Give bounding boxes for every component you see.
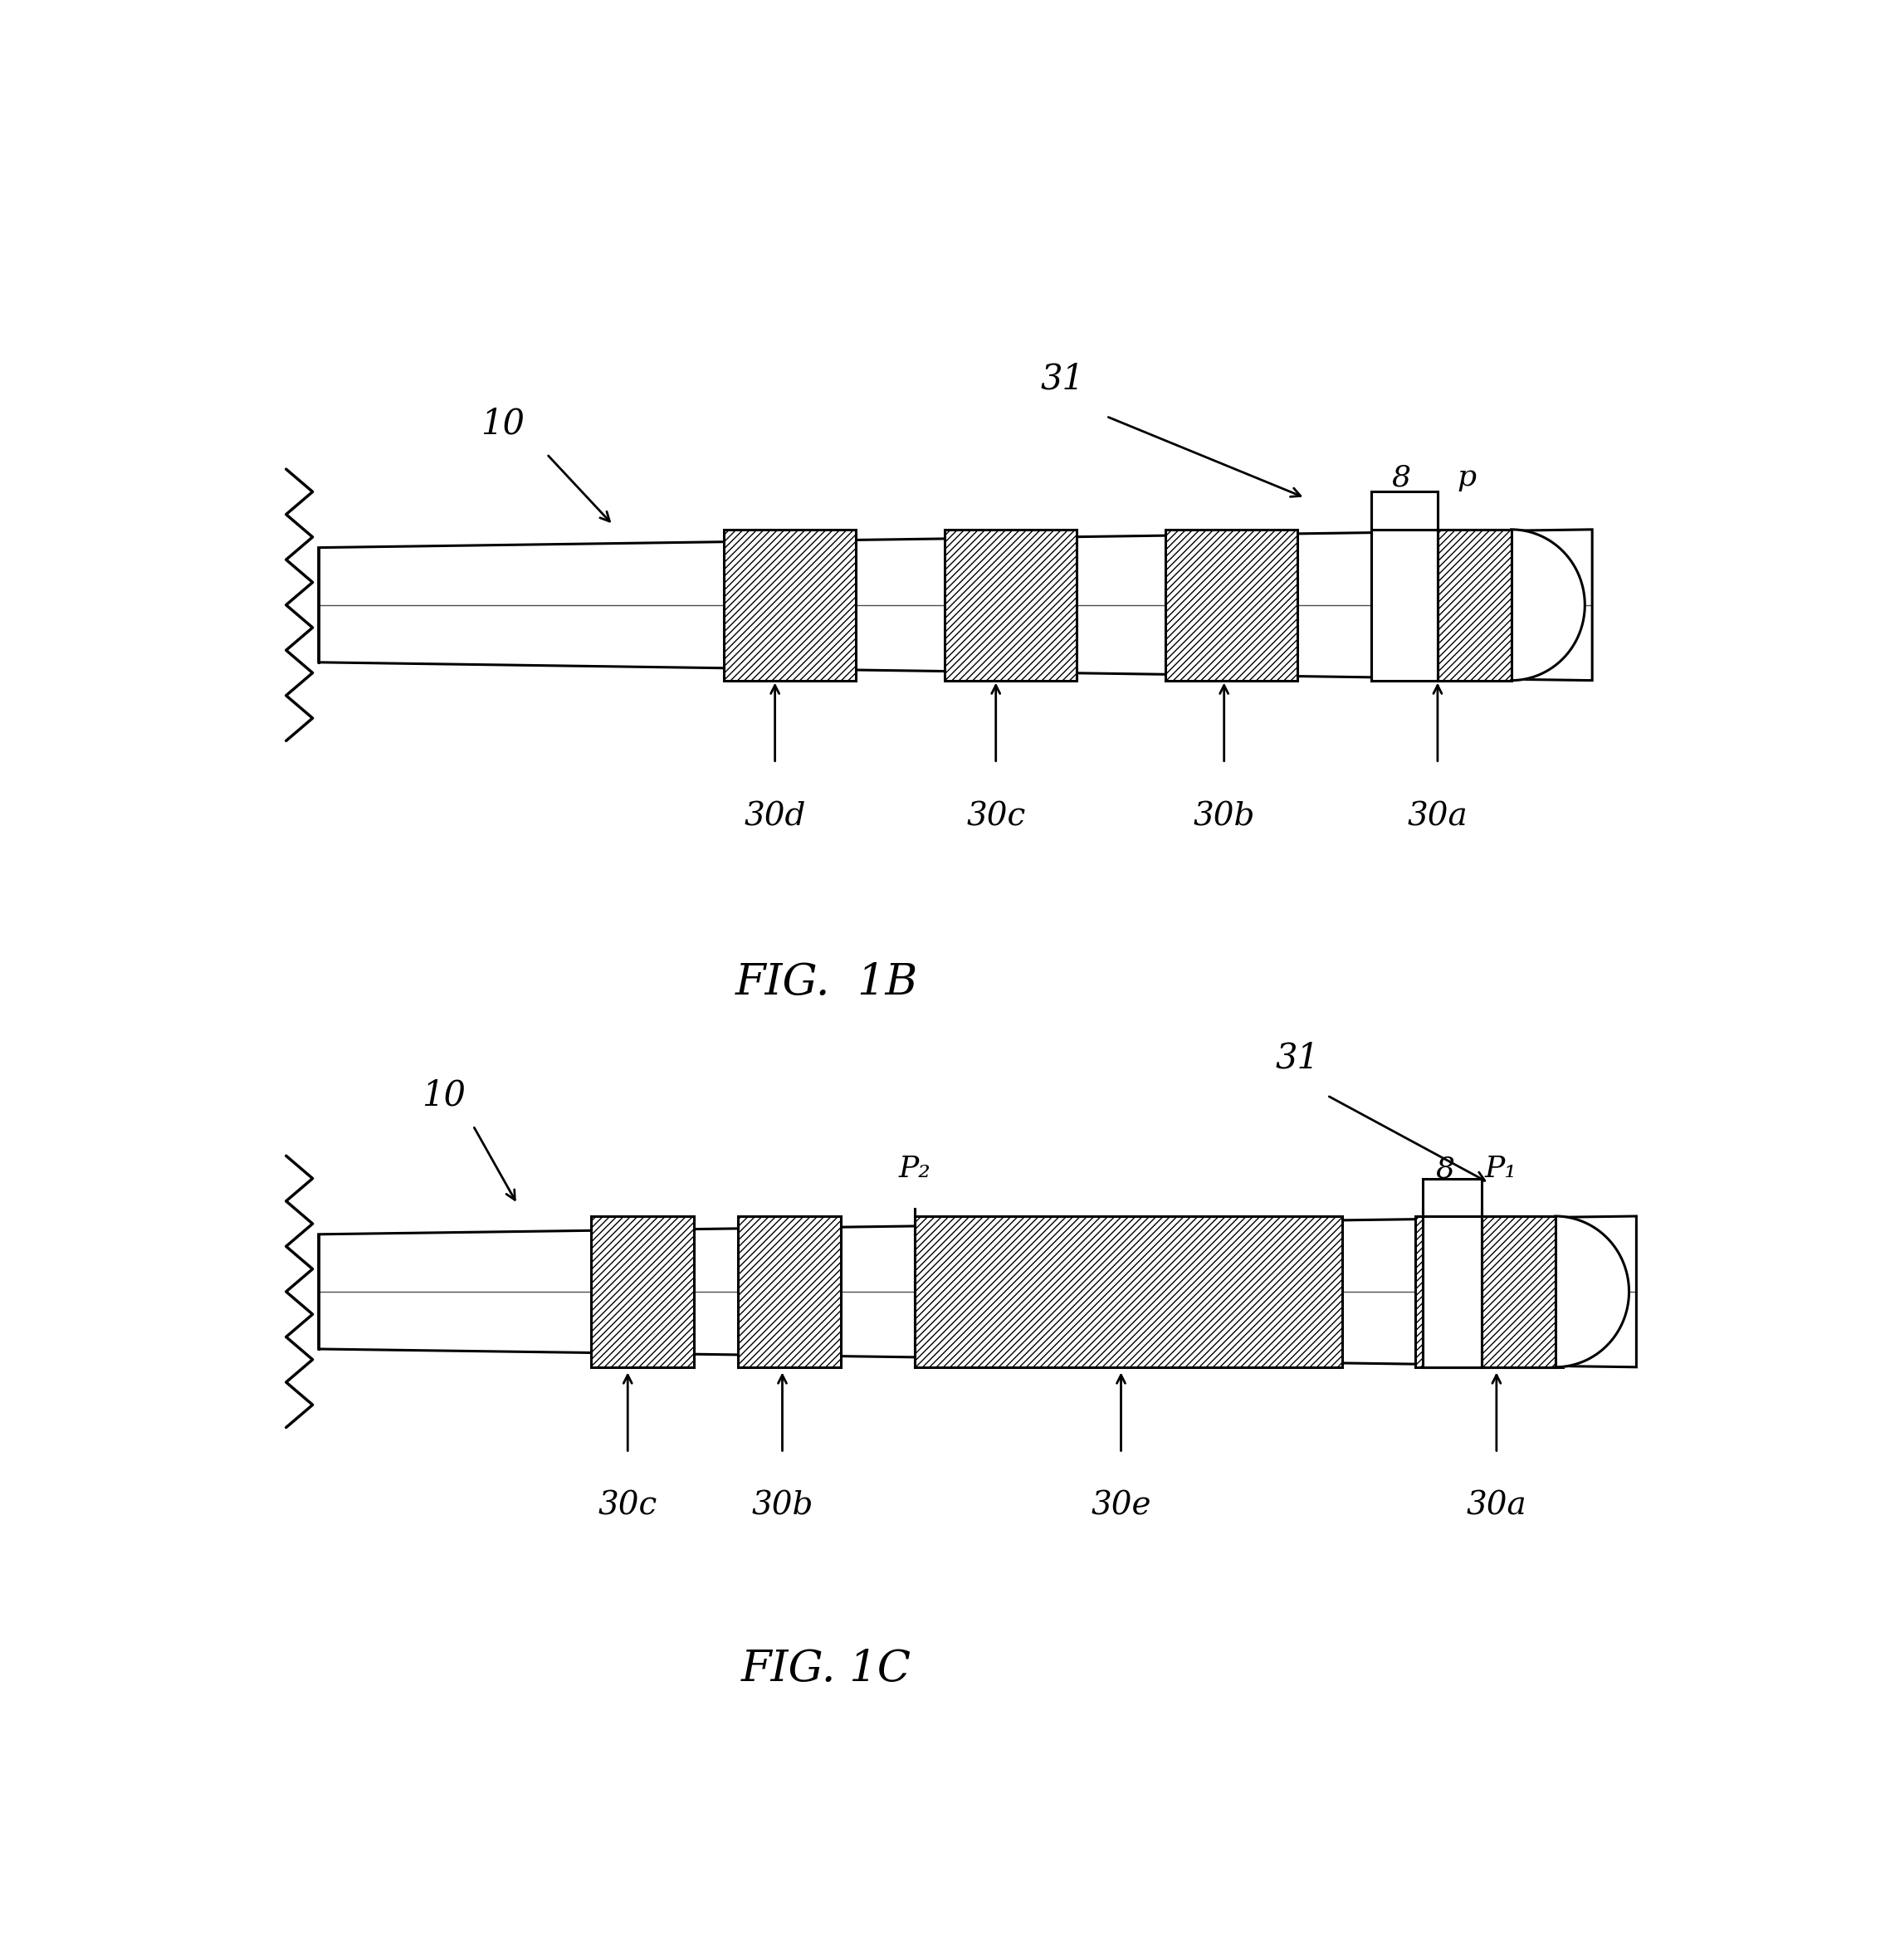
Bar: [1372, 529, 1438, 680]
Bar: [1423, 1178, 1482, 1215]
Text: 31: 31: [1039, 361, 1085, 396]
Text: 8: 8: [1391, 463, 1410, 492]
Text: 30e: 30e: [1091, 1492, 1151, 1521]
Bar: [1482, 1215, 1556, 1368]
Text: 10: 10: [481, 406, 524, 441]
Bar: [1423, 1215, 1482, 1368]
Text: 30a: 30a: [1467, 1492, 1526, 1521]
Text: 30c: 30c: [598, 1492, 657, 1521]
Text: 10: 10: [422, 1078, 465, 1113]
Text: 30d: 30d: [745, 802, 806, 831]
Polygon shape: [319, 529, 1592, 680]
Text: 30a: 30a: [1408, 802, 1467, 831]
Bar: [916, 1215, 1341, 1368]
Text: 8: 8: [1434, 1154, 1455, 1184]
Bar: [1372, 529, 1503, 680]
Text: FIG. 1C: FIG. 1C: [741, 1648, 912, 1690]
Text: 30b: 30b: [1193, 802, 1254, 831]
Text: 31: 31: [1275, 1041, 1320, 1076]
Text: P₁: P₁: [1484, 1154, 1516, 1184]
Bar: [1165, 529, 1298, 680]
Bar: [1416, 1215, 1562, 1368]
Bar: [724, 529, 855, 680]
Text: p: p: [1457, 463, 1476, 492]
Bar: [944, 529, 1077, 680]
Bar: [591, 1215, 694, 1368]
Text: 30c: 30c: [967, 802, 1026, 831]
Text: FIG.  1B: FIG. 1B: [735, 960, 918, 1004]
Polygon shape: [319, 1215, 1636, 1368]
Bar: [1438, 529, 1510, 680]
Bar: [1372, 492, 1438, 529]
Text: P₂: P₂: [899, 1154, 931, 1184]
Bar: [737, 1215, 842, 1368]
Text: 30b: 30b: [752, 1492, 813, 1521]
